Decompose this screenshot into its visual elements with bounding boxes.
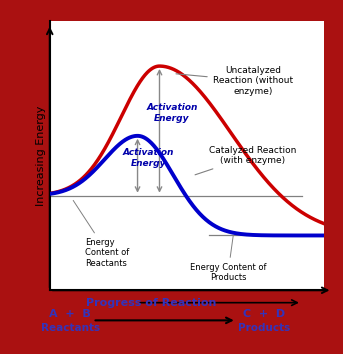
Text: Activation
Energy: Activation Energy xyxy=(146,103,198,123)
Text: Reactants: Reactants xyxy=(41,323,100,333)
Text: C  +  D: C + D xyxy=(243,309,285,319)
Text: Uncatalyzed
Reaction (without
enzyme): Uncatalyzed Reaction (without enzyme) xyxy=(176,66,293,96)
Text: Catalyzed Reaction
(with enzyme): Catalyzed Reaction (with enzyme) xyxy=(195,146,296,175)
Text: Energy
Content of
Reactants: Energy Content of Reactants xyxy=(73,200,130,268)
Text: Products: Products xyxy=(238,323,290,333)
Text: Progress of Reaction: Progress of Reaction xyxy=(86,298,216,308)
Text: Energy Content of
Products: Energy Content of Products xyxy=(190,236,267,282)
Text: A  +  B: A + B xyxy=(49,309,91,319)
Y-axis label: Increasing Energy: Increasing Energy xyxy=(36,105,46,206)
Text: Activation
Energy: Activation Energy xyxy=(123,148,174,168)
